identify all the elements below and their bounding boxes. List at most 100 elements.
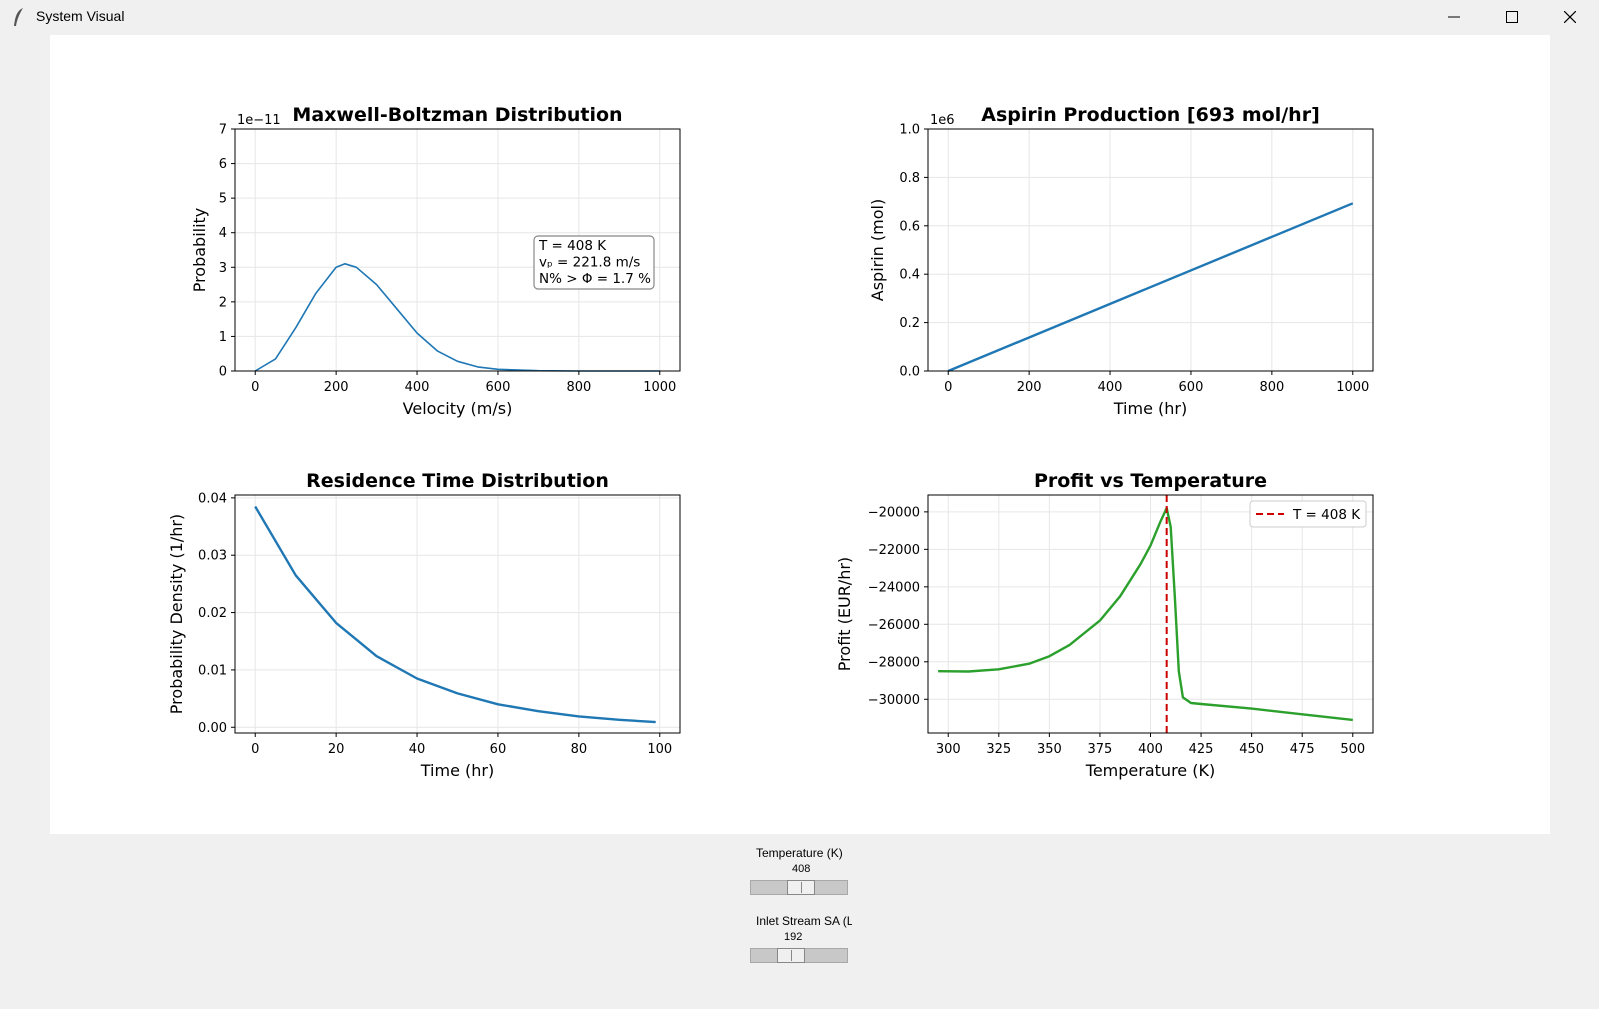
y-tick-label: 0.6 bbox=[899, 219, 920, 234]
y-tick-label: 3 bbox=[219, 261, 227, 276]
series-line bbox=[947, 202, 1354, 373]
legend-label: T = 408 K bbox=[1292, 507, 1361, 523]
series-line bbox=[254, 505, 656, 724]
temperature-slider-block: Temperature (K) 408 bbox=[748, 846, 854, 914]
x-axis-label: Time (hr) bbox=[1113, 399, 1187, 418]
y-axis-label: Profit (EUR/hr) bbox=[835, 557, 854, 671]
plot-frame bbox=[234, 128, 681, 372]
x-tick-label: 20 bbox=[328, 742, 345, 757]
y-tick-label: −20000 bbox=[868, 505, 920, 520]
inlet-slider-label: Inlet Stream SA (L/ bbox=[756, 914, 852, 928]
y-tick-label: 5 bbox=[219, 192, 227, 207]
y-tick-label: −26000 bbox=[868, 618, 920, 633]
feather-icon bbox=[14, 8, 23, 26]
x-tick-label: 325 bbox=[986, 742, 1011, 757]
x-tick-label: 400 bbox=[1098, 380, 1123, 395]
y-tick-label: 1 bbox=[219, 330, 227, 345]
x-tick-label: 60 bbox=[490, 742, 507, 757]
y-tick-label: −28000 bbox=[868, 655, 920, 670]
x-tick-label: 600 bbox=[486, 380, 511, 395]
y-tick-label: 6 bbox=[219, 157, 227, 172]
x-axis-label: Temperature (K) bbox=[1085, 761, 1215, 780]
y-tick-label: 0.4 bbox=[899, 268, 920, 283]
y-axis-label: Aspirin (mol) bbox=[868, 199, 887, 301]
x-tick-label: 400 bbox=[405, 380, 430, 395]
legend: T = 408 K bbox=[1249, 500, 1367, 528]
window-title: System Visual bbox=[36, 8, 125, 24]
y-tick-label: 1.0 bbox=[899, 123, 920, 138]
chart-title: Residence Time Distribution bbox=[306, 470, 609, 492]
x-tick-label: 375 bbox=[1088, 742, 1113, 757]
y-axis-label: Probability bbox=[190, 208, 209, 293]
axis-offset-text: 1e−11 bbox=[237, 113, 281, 128]
x-tick-label: 800 bbox=[1259, 380, 1284, 395]
x-tick-label: 1000 bbox=[1336, 380, 1369, 395]
plot-frame bbox=[234, 494, 681, 734]
x-tick-label: 200 bbox=[1017, 380, 1042, 395]
x-tick-label: 100 bbox=[647, 742, 672, 757]
inlet-slider-value: 192 bbox=[784, 931, 803, 943]
figure-svg: 0 200 400 600 800 100001234567Maxwell-Boltzma… bbox=[167, 104, 1374, 780]
chart-4: 300 325 350 375 400 425 450 475 500 −20000 −22000 −… bbox=[835, 470, 1374, 780]
y-tick-label: 0.02 bbox=[198, 606, 227, 621]
close-button[interactable] bbox=[1541, 0, 1599, 34]
x-tick-label: 800 bbox=[566, 380, 591, 395]
minimize-icon bbox=[1448, 16, 1460, 18]
x-tick-label: 500 bbox=[1340, 742, 1365, 757]
y-tick-label: 0.8 bbox=[899, 171, 920, 186]
y-tick-label: 0.04 bbox=[198, 491, 227, 506]
y-tick-label: 0 bbox=[219, 365, 227, 380]
x-tick-label: 1000 bbox=[643, 380, 676, 395]
y-tick-label: 0.00 bbox=[198, 721, 227, 736]
x-tick-label: 425 bbox=[1189, 742, 1214, 757]
chart-1: 0 200 400 600 800 1000 0 1 2 3 4 5 6 7 Maxwell-Boltzma… bbox=[190, 104, 681, 418]
chart-3: 0 20 40 60 80 100 0.00 0.01 0.02 0.03 0.04 Residenc… bbox=[167, 470, 681, 780]
chart-title: Profit vs Temperature bbox=[1034, 470, 1267, 492]
annotation-line: vₚ = 221.8 m/s bbox=[539, 255, 640, 271]
series-line bbox=[938, 506, 1353, 722]
minimize-button[interactable] bbox=[1425, 0, 1483, 34]
x-tick-label: 0 bbox=[251, 742, 259, 757]
y-tick-label: 2 bbox=[219, 295, 227, 310]
temperature-slider-value: 408 bbox=[792, 863, 811, 875]
y-tick-label: 0.2 bbox=[899, 316, 920, 331]
chart-title: Maxwell-Boltzman Distribution bbox=[292, 104, 622, 126]
x-tick-label: 400 bbox=[1138, 742, 1163, 757]
annotation-line: T = 408 K bbox=[538, 238, 607, 254]
y-tick-label: 0.03 bbox=[198, 549, 227, 564]
legend-box bbox=[1249, 500, 1367, 528]
plot-frame bbox=[927, 128, 1374, 372]
y-tick-label: −30000 bbox=[868, 693, 920, 708]
x-tick-label: 0 bbox=[251, 380, 259, 395]
x-tick-label: 450 bbox=[1239, 742, 1264, 757]
temperature-slider-label: Temperature (K) bbox=[756, 846, 843, 860]
inlet-slider-thumb[interactable] bbox=[776, 948, 805, 963]
x-tick-label: 80 bbox=[571, 742, 588, 757]
stats-annotation: T = 408 Kvₚ = 221.8 m/sN% > Φ = 1.7 % bbox=[533, 235, 655, 290]
x-tick-label: 0 bbox=[944, 380, 952, 395]
annotation-line: N% > Φ = 1.7 % bbox=[539, 271, 651, 287]
x-tick-label: 200 bbox=[324, 380, 349, 395]
y-tick-label: −22000 bbox=[868, 543, 920, 558]
x-tick-label: 475 bbox=[1290, 742, 1315, 757]
annotation-box bbox=[533, 235, 655, 290]
temperature-slider-thumb[interactable] bbox=[787, 880, 816, 895]
y-tick-label: 0.0 bbox=[899, 365, 920, 380]
chart-2: 0 200 400 600 800 1000 0.0 0.2 0.4 0.6 0.8 1.0 Aspir… bbox=[868, 104, 1374, 418]
maximize-icon bbox=[1506, 11, 1518, 23]
figure-canvas: 0 200 400 600 800 1000 0 1 2 3 4 5 6 7 Maxwell-Boltzma… bbox=[50, 35, 1550, 834]
y-tick-label: −24000 bbox=[868, 580, 920, 595]
x-tick-label: 40 bbox=[409, 742, 426, 757]
title-bar: System Visual bbox=[0, 0, 1599, 34]
inlet-slider-block: Inlet Stream SA (L/ 192 bbox=[748, 914, 854, 982]
y-axis-label: Probability Density (1/hr) bbox=[167, 514, 186, 714]
temperature-slider[interactable] bbox=[750, 880, 848, 895]
chart-title: Aspirin Production [693 mol/hr] bbox=[981, 104, 1320, 126]
x-tick-label: 350 bbox=[1037, 742, 1062, 757]
y-tick-label: 7 bbox=[219, 123, 227, 138]
controls-panel: Temperature (K) 408 Inlet Stream SA (L/ … bbox=[748, 846, 854, 982]
close-icon bbox=[1564, 11, 1576, 23]
maximize-button[interactable] bbox=[1483, 0, 1541, 34]
inlet-slider[interactable] bbox=[750, 948, 848, 963]
x-axis-label: Velocity (m/s) bbox=[403, 399, 513, 418]
